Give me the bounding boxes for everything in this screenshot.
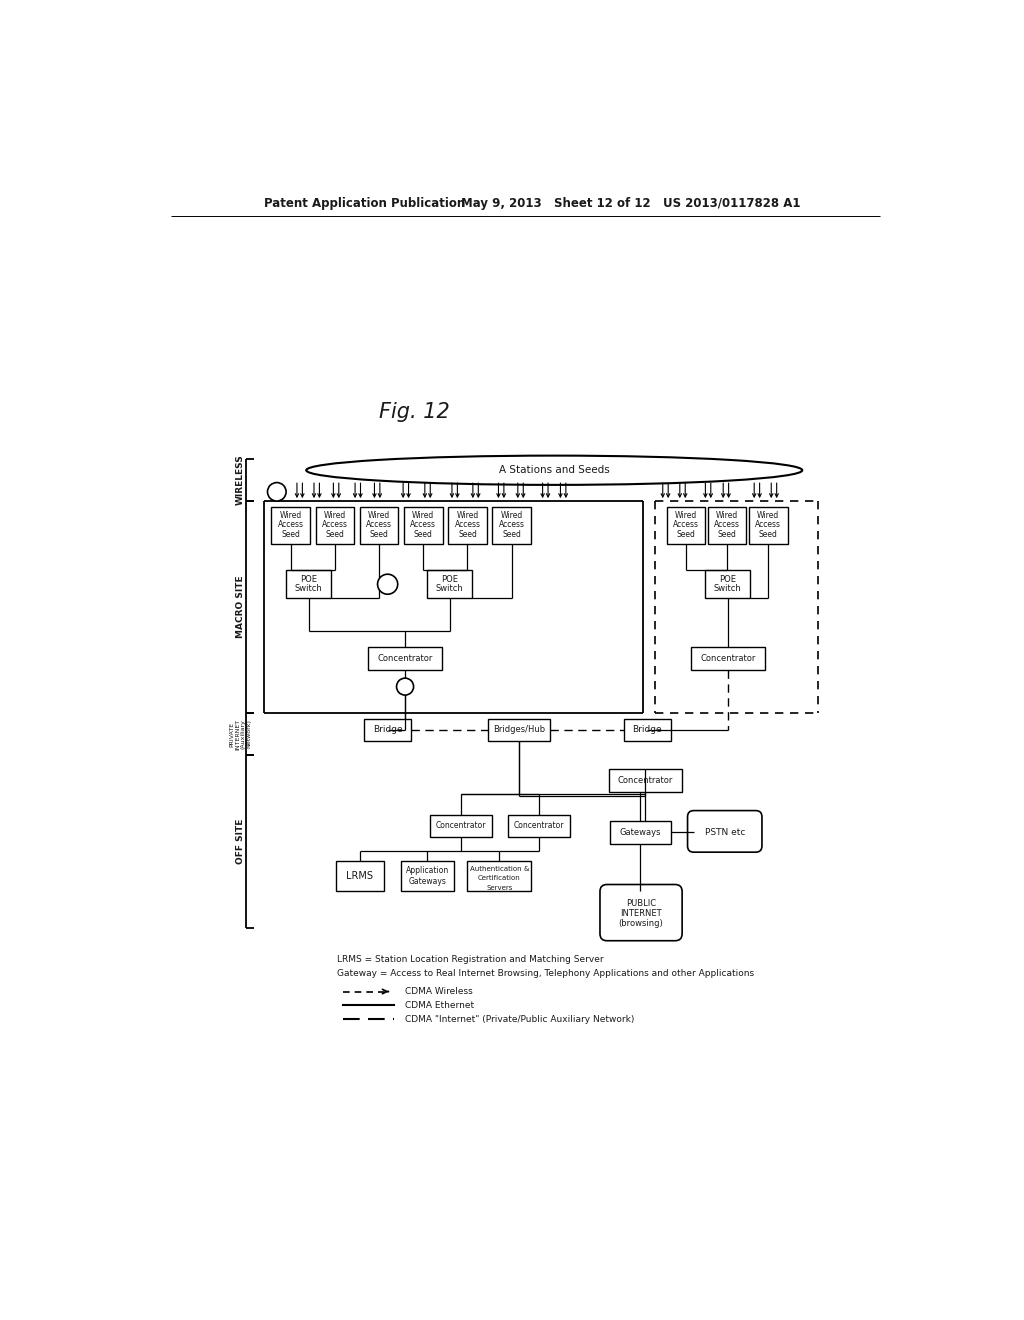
Circle shape: [378, 574, 397, 594]
Text: MACRO SITE: MACRO SITE: [236, 576, 245, 639]
Text: Concentrator: Concentrator: [513, 821, 564, 830]
FancyBboxPatch shape: [600, 884, 682, 941]
Text: B: B: [383, 579, 392, 589]
Text: Wired: Wired: [412, 511, 434, 520]
Text: Concentrator: Concentrator: [378, 655, 433, 664]
Text: POE: POE: [441, 576, 458, 583]
Text: A: A: [272, 487, 281, 496]
Text: Application: Application: [406, 866, 449, 875]
Bar: [706, 570, 751, 598]
Text: Access: Access: [278, 520, 304, 529]
Text: Patent Application Publication: Patent Application Publication: [263, 197, 465, 210]
Text: Seed: Seed: [759, 529, 777, 539]
Text: CDMA Ethernet: CDMA Ethernet: [406, 1001, 474, 1010]
Text: POE: POE: [719, 576, 736, 583]
Text: Wired: Wired: [757, 511, 779, 520]
Bar: [610, 821, 671, 843]
Text: Access: Access: [411, 520, 436, 529]
Bar: [369, 647, 442, 671]
Text: Certification: Certification: [478, 875, 520, 882]
Text: Switch: Switch: [714, 585, 741, 593]
Bar: [400, 861, 454, 891]
Text: Switch: Switch: [436, 585, 464, 593]
Bar: [608, 770, 682, 792]
Text: PSTN etc: PSTN etc: [705, 828, 744, 837]
Text: Access: Access: [322, 520, 348, 529]
Text: Bridge: Bridge: [373, 725, 402, 734]
Bar: [359, 507, 398, 544]
Bar: [708, 507, 746, 544]
Bar: [749, 507, 787, 544]
Bar: [403, 507, 442, 544]
Text: Access: Access: [714, 520, 740, 529]
Bar: [427, 570, 472, 598]
Text: Gateways: Gateways: [409, 876, 446, 886]
Bar: [430, 816, 493, 837]
Text: CDMA Wireless: CDMA Wireless: [406, 987, 473, 997]
Text: Access: Access: [755, 520, 781, 529]
Text: Seed: Seed: [414, 529, 433, 539]
Text: PUBLIC: PUBLIC: [626, 899, 656, 908]
Bar: [624, 719, 671, 741]
Text: Seed: Seed: [326, 529, 344, 539]
Bar: [286, 570, 331, 598]
Text: Access: Access: [673, 520, 699, 529]
Text: Access: Access: [367, 520, 392, 529]
Text: Gateway = Access to Real Internet Browsing, Telephony Applications and other App: Gateway = Access to Real Internet Browsi…: [337, 969, 755, 978]
Bar: [336, 861, 384, 891]
Text: (browsing): (browsing): [618, 919, 664, 928]
Text: Seed: Seed: [677, 529, 695, 539]
Text: LRMS: LRMS: [346, 871, 373, 880]
Text: Access: Access: [455, 520, 480, 529]
Text: Concentrator: Concentrator: [436, 821, 486, 830]
Text: Bridge: Bridge: [633, 725, 663, 734]
Text: Wired: Wired: [716, 511, 738, 520]
Bar: [488, 719, 550, 741]
Text: CDMA "Internet" (Private/Public Auxiliary Network): CDMA "Internet" (Private/Public Auxiliar…: [406, 1015, 635, 1024]
Text: Bridges/Hub: Bridges/Hub: [494, 725, 546, 734]
Text: POE: POE: [300, 576, 317, 583]
Text: Seed: Seed: [718, 529, 736, 539]
Text: OFF SITE: OFF SITE: [236, 820, 245, 865]
Circle shape: [267, 483, 286, 502]
Bar: [667, 507, 706, 544]
Text: Authentication &: Authentication &: [470, 866, 529, 873]
Text: Concentrator: Concentrator: [617, 776, 673, 785]
Bar: [508, 816, 569, 837]
Text: Servers: Servers: [486, 884, 512, 891]
Circle shape: [396, 678, 414, 696]
Text: Wired: Wired: [457, 511, 478, 520]
Text: C: C: [401, 681, 409, 692]
Text: US 2013/0117828 A1: US 2013/0117828 A1: [663, 197, 800, 210]
Text: Wired: Wired: [501, 511, 522, 520]
Text: Fig. 12: Fig. 12: [379, 403, 451, 422]
Ellipse shape: [306, 455, 802, 484]
Text: Wired: Wired: [675, 511, 697, 520]
FancyBboxPatch shape: [687, 810, 762, 853]
Bar: [271, 507, 310, 544]
Bar: [315, 507, 354, 544]
Text: Access: Access: [499, 520, 524, 529]
Text: Wired: Wired: [368, 511, 390, 520]
Text: A Stations and Seeds: A Stations and Seeds: [499, 465, 609, 475]
Text: Seed: Seed: [458, 529, 477, 539]
Text: Seed: Seed: [282, 529, 300, 539]
Text: Seed: Seed: [370, 529, 388, 539]
Bar: [493, 507, 531, 544]
Text: INTERNET: INTERNET: [621, 909, 662, 919]
Text: PRIVATE
INTERNET
(Auxiliary
Network): PRIVATE INTERNET (Auxiliary Network): [229, 718, 252, 750]
Text: LRMS = Station Location Registration and Matching Server: LRMS = Station Location Registration and…: [337, 954, 604, 964]
Bar: [467, 861, 531, 891]
Bar: [691, 647, 765, 671]
Text: Wired: Wired: [324, 511, 346, 520]
Text: May 9, 2013   Sheet 12 of 12: May 9, 2013 Sheet 12 of 12: [461, 197, 651, 210]
Text: Concentrator: Concentrator: [700, 655, 756, 664]
Text: Gateways: Gateways: [620, 828, 662, 837]
Text: WIRELESS: WIRELESS: [236, 454, 245, 506]
Text: Seed: Seed: [502, 529, 521, 539]
Text: Switch: Switch: [295, 585, 323, 593]
Bar: [365, 719, 411, 741]
Bar: [449, 507, 486, 544]
Text: Wired: Wired: [280, 511, 302, 520]
